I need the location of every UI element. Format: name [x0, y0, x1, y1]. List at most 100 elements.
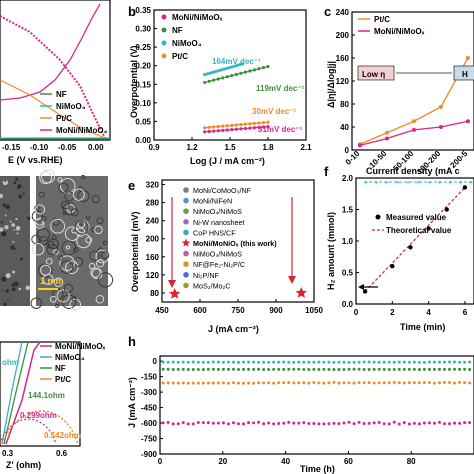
data-point [166, 360, 170, 364]
texture-dot [5, 273, 11, 279]
data-point [463, 360, 467, 364]
texture-dot [4, 224, 9, 230]
texture-dot [25, 285, 31, 291]
data-point [224, 66, 228, 71]
data-point [377, 420, 381, 424]
data-point [242, 381, 246, 385]
high-eta-box [453, 65, 474, 81]
data-point [243, 122, 247, 126]
data-point [448, 367, 452, 371]
data-point [442, 360, 446, 364]
y-tick-label: 0.35 [135, 6, 151, 15]
texture-dot [39, 236, 49, 246]
data-point [211, 421, 215, 425]
data-point [337, 368, 341, 372]
data-point [239, 71, 243, 75]
data-point [322, 367, 326, 371]
data-point [196, 360, 200, 364]
y-ticks: 0.0 0.5 1.0 1.5 2.0 [342, 174, 359, 309]
legend-g: MoNi/NiMoOₓ NiMoO₄ NF Pt/C [40, 342, 106, 384]
micrograph-left [0, 176, 30, 306]
panel-g: ohm 144.1ohm 0.299ohm 0.542ohm MoNi/NiMo… [0, 341, 106, 470]
texture-dot [39, 171, 53, 185]
texture-dot [69, 298, 82, 311]
y-tick-label: -450 [141, 404, 158, 413]
slope-annotation-ptc: 30mV dec⁻¹ [252, 107, 297, 116]
data-point [222, 67, 226, 71]
data-point [206, 367, 210, 371]
data-point [267, 381, 271, 385]
slope-annotation-nimoo4: 164mV dec⁻¹ [212, 57, 261, 66]
series-group [203, 62, 270, 134]
top-series-marker: + [437, 180, 441, 187]
data-point [166, 420, 170, 424]
texture-dot [0, 227, 4, 232]
x-ticks: 0 2 4 6 [354, 301, 468, 317]
texture-dot [2, 203, 6, 207]
data-point [261, 65, 266, 70]
data-point [411, 119, 416, 124]
panel-e: e Overpotential (mV) 80 120 160 200 240 280 32… [128, 178, 323, 334]
texture-dot [91, 195, 100, 204]
texture-dot [4, 179, 7, 182]
data-point [322, 360, 326, 364]
y-ticks: 0 40 80 120 160 200 240 [336, 8, 355, 155]
data-point [221, 128, 225, 132]
legend-e: MoNi/CoMoO₃/NFMoNi/NiFeNNiMoO₄/NiMoSNi-W… [181, 186, 277, 290]
data-point [387, 368, 391, 372]
legend-label-nf: NF [56, 90, 67, 99]
x-axis-label: Log (J / mA cm⁻²) [190, 156, 265, 166]
data-point [242, 422, 246, 426]
data-point [161, 421, 165, 425]
data-point [203, 130, 207, 134]
texture-dot [17, 185, 21, 189]
series-moni-arc [0, 418, 57, 445]
data-point [432, 360, 436, 364]
slope-annotation-nf: 119mV dec⁻¹ [256, 84, 305, 93]
data-point [463, 367, 467, 371]
data-point [392, 367, 396, 371]
data-point [426, 226, 431, 231]
texture-dot [26, 216, 31, 220]
data-point [317, 422, 321, 426]
texture-dot [0, 220, 4, 224]
data-point [242, 367, 246, 371]
data-point [211, 70, 215, 74]
data-point [307, 368, 311, 372]
data-point [230, 65, 234, 69]
texture-dot [31, 210, 44, 222]
data-point [176, 422, 180, 426]
data-point [448, 422, 452, 426]
texture-dot [73, 256, 84, 267]
y-axis-label: Δ|η|/Δlog|j| [326, 61, 336, 108]
texture-dot [72, 188, 85, 201]
data-point [382, 360, 386, 364]
legend-label-moni: MoNi/NiMoOₓ [172, 13, 223, 22]
data-point [437, 381, 441, 385]
data-point [231, 367, 235, 371]
legend-marker-measured [375, 214, 381, 220]
data-point [171, 368, 175, 372]
y-tick-label: 120 [146, 271, 160, 280]
texture-dot [65, 245, 71, 250]
legend-f: Measured value Theoretical value [372, 213, 452, 235]
data-point [342, 381, 346, 385]
data-point [237, 367, 240, 371]
legend-label-ptc: Pt/C [55, 375, 71, 384]
data-point [221, 381, 225, 385]
data-point [387, 360, 391, 364]
panel-h-frame [159, 355, 474, 455]
data-point [206, 421, 210, 425]
data-point [216, 129, 220, 133]
data-point [377, 360, 381, 364]
data-point [292, 381, 296, 385]
y-tick-label: 0 [153, 357, 158, 366]
data-point [181, 381, 185, 385]
data-point [201, 381, 205, 385]
y-tick-label: 0.25 [135, 43, 151, 52]
data-point [208, 71, 212, 75]
data-point [234, 72, 238, 77]
data-point [216, 360, 220, 364]
legend-label: MoS₂/Mo₂C [193, 281, 231, 290]
legend-marker [183, 282, 189, 289]
